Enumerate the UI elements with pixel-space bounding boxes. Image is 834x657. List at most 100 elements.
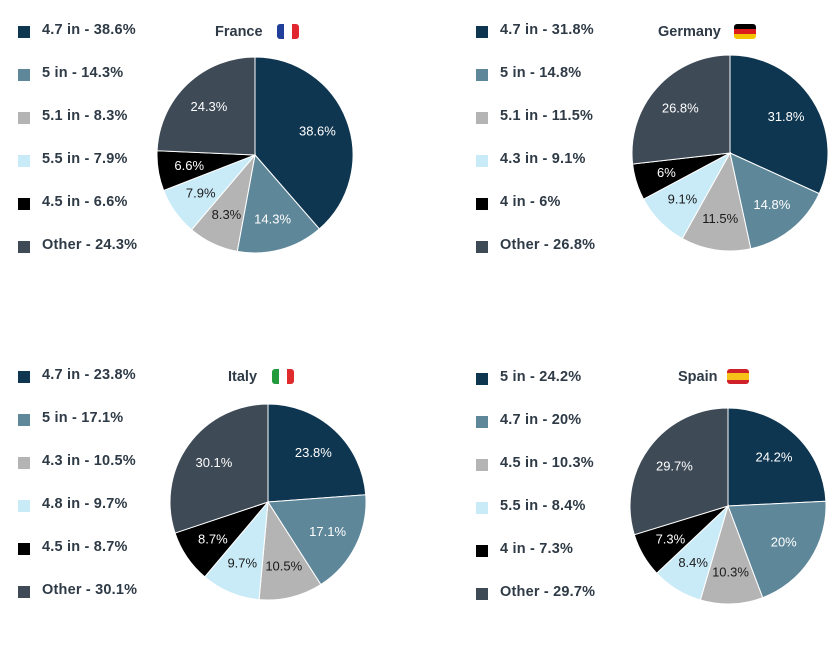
pie-slice <box>629 407 729 536</box>
pie-slice-label: 14.3% <box>254 211 291 226</box>
legend-label: 5.1 in - 11.5% <box>500 108 594 124</box>
pie-slice-label: 17.1% <box>309 524 346 539</box>
pie-slice <box>267 494 367 586</box>
chart-title: Spain <box>678 369 718 385</box>
pie-slice-label: 7.9% <box>186 186 216 201</box>
legend-swatch <box>18 371 30 383</box>
pie-slice-label: 8.7% <box>198 531 228 546</box>
pie-chart: 31.8% 14.8% 11.5% 9.1% 6% 26.8% <box>631 54 829 252</box>
legend-label: 4.7 in - 38.6% <box>42 22 136 38</box>
pie-slice <box>267 403 367 503</box>
legend-label: Other - 29.7% <box>500 584 596 600</box>
pie-chart: 23.8% 17.1% 10.5% 9.7% 8.7% 30.1% <box>169 403 367 601</box>
pie-slice <box>631 54 731 165</box>
pie-slice-label: 24.3% <box>190 99 227 114</box>
legend-swatch <box>18 112 30 124</box>
legend-label: 4.3 in - 10.5% <box>42 453 136 469</box>
legend-label: 4 in - 7.3% <box>500 541 574 557</box>
pie-slice-label: 29.7% <box>656 458 693 473</box>
italy-flag-icon <box>272 369 294 384</box>
pie-slice-label: 7.3% <box>656 532 686 547</box>
legend-label: 5.1 in - 8.3% <box>42 108 128 124</box>
pie-slice <box>729 152 820 250</box>
pie-slice-label: 9.1% <box>668 192 698 207</box>
pie-slice <box>156 56 256 156</box>
legend-label: 4.7 in - 20% <box>500 412 582 428</box>
pie-slice-label: 8.3% <box>212 207 242 222</box>
legend-swatch <box>476 241 488 253</box>
pie-slice-label: 38.6% <box>299 124 336 139</box>
legend-swatch <box>18 414 30 426</box>
legend-label: 4.3 in - 9.1% <box>500 151 586 167</box>
pie-slice-label: 23.8% <box>295 445 332 460</box>
legend-swatch <box>476 459 488 471</box>
legend-swatch <box>476 26 488 38</box>
legend-label: 5 in - 24.2% <box>500 369 582 385</box>
spain-flag-icon <box>727 369 749 384</box>
legend-swatch <box>476 373 488 385</box>
france-panel: 4.7 in - 38.6% 5 in - 14.3% 5.1 in - 8.3… <box>0 0 417 312</box>
legend-swatch <box>18 586 30 598</box>
germany-flag-icon <box>734 24 756 39</box>
chart-title: Italy <box>228 369 258 385</box>
chart-title: Germany <box>658 24 721 40</box>
pie-slice-label: 31.8% <box>768 109 805 124</box>
legend-label: 4.5 in - 6.6% <box>42 194 128 210</box>
legend-swatch <box>476 588 488 600</box>
pie-chart: 24.2% 20% 10.3% 8.4% 7.3% 29.7% <box>629 407 827 605</box>
legend-label: Other - 26.8% <box>500 237 596 253</box>
legend-label: 4.8 in - 9.7% <box>42 496 128 512</box>
legend-label: 5 in - 14.3% <box>42 65 124 81</box>
pie-slice-label: 24.2% <box>756 450 793 465</box>
pie-chart: 38.6% 14.3% 8.3% 7.9% 6.6% 24.3% <box>156 56 354 254</box>
pie-slice <box>727 407 827 507</box>
pie-slice <box>169 403 269 534</box>
legend-label: 4.5 in - 10.3% <box>500 455 594 471</box>
pie-slice-label: 26.8% <box>662 101 699 116</box>
italy-panel: 4.7 in - 23.8% 5 in - 17.1% 4.3 in - 10.… <box>0 345 417 657</box>
pie-slice-label: 20% <box>771 535 797 550</box>
germany-panel: 4.7 in - 31.8% 5 in - 14.8% 5.1 in - 11.… <box>458 0 834 312</box>
legend-swatch <box>476 416 488 428</box>
pie-slice-label: 14.8% <box>753 197 790 212</box>
pie-slice-label: 10.3% <box>712 565 749 580</box>
legend-swatch <box>18 155 30 167</box>
legend-swatch <box>18 241 30 253</box>
legend-swatch <box>476 112 488 124</box>
pie-slice-label: 30.1% <box>195 455 232 470</box>
pie-slice <box>254 56 354 230</box>
pie-slice-label: 6.6% <box>174 158 204 173</box>
pie-slice <box>236 153 321 254</box>
chart-title: France <box>215 24 263 40</box>
pie-slice-label: 11.5% <box>702 211 738 226</box>
legend-swatch <box>18 543 30 555</box>
legend-label: 4 in - 6% <box>500 194 561 210</box>
legend-label: 5 in - 17.1% <box>42 410 124 426</box>
legend-swatch <box>476 502 488 514</box>
legend-label: 5.5 in - 7.9% <box>42 151 128 167</box>
legend-label: 4.7 in - 31.8% <box>500 22 594 38</box>
pie-slice-label: 10.5% <box>265 559 302 574</box>
legend-swatch <box>18 198 30 210</box>
legend-label: Other - 24.3% <box>42 237 138 253</box>
legend-swatch <box>18 26 30 38</box>
pie-slice <box>727 500 827 599</box>
legend-label: 4.7 in - 23.8% <box>42 367 136 383</box>
legend-label: Other - 30.1% <box>42 582 138 598</box>
legend-label: 5.5 in - 8.4% <box>500 498 586 514</box>
pie-slice-label: 9.7% <box>227 555 257 570</box>
legend-swatch <box>18 69 30 81</box>
legend-label: 4.5 in - 8.7% <box>42 539 128 555</box>
legend-swatch <box>18 500 30 512</box>
pie-slice-label: 6% <box>657 165 676 180</box>
legend-swatch <box>18 457 30 469</box>
pie-slice-label: 8.4% <box>678 555 708 570</box>
legend-swatch <box>476 155 488 167</box>
legend-swatch <box>476 69 488 81</box>
france-flag-icon <box>277 24 299 39</box>
legend-label: 5 in - 14.8% <box>500 65 582 81</box>
pie-slice <box>681 151 752 252</box>
spain-panel: 5 in - 24.2% 4.7 in - 20% 4.5 in - 10.3%… <box>458 345 834 657</box>
legend-swatch <box>476 545 488 557</box>
legend-swatch <box>476 198 488 210</box>
